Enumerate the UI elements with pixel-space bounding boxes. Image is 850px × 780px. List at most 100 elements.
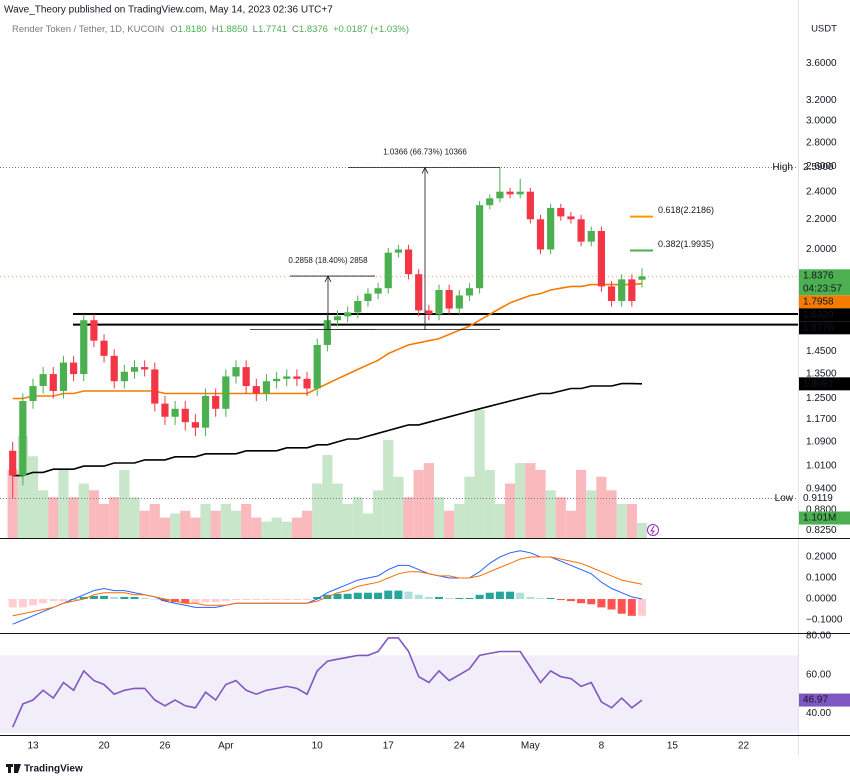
candle-body <box>364 293 372 301</box>
y-tick-label: 1.1700 <box>806 414 837 425</box>
volume-bar <box>636 523 648 538</box>
macd-histogram-bar <box>617 599 626 614</box>
volume-bar <box>322 454 333 538</box>
volume-bar <box>342 503 353 538</box>
x-tick-label: 15 <box>667 741 679 752</box>
footer-logo: TradingView <box>6 764 83 775</box>
moving-average <box>12 282 643 400</box>
ohlc-value: 1.7741 <box>258 24 287 35</box>
y-tick-label: 0.1000 <box>806 573 837 584</box>
candle-body <box>262 381 271 394</box>
candle-body <box>374 288 382 294</box>
candle-body <box>222 376 230 409</box>
volume-bar <box>545 490 556 538</box>
axis-tag-countdown: 04:23:57 <box>803 283 842 294</box>
footer-brand: TradingView <box>24 764 83 775</box>
volume-bar <box>433 497 445 538</box>
x-tick-label: Apr <box>218 741 234 752</box>
macd-histogram-bar <box>374 592 383 600</box>
candle-body <box>506 191 514 195</box>
macd-histogram-bar <box>232 599 240 601</box>
volume-bar <box>464 476 475 538</box>
macd-histogram-bar <box>282 599 291 601</box>
macd-histogram-bar <box>556 599 565 601</box>
measure-head <box>421 166 429 174</box>
candle-body <box>9 450 17 476</box>
candle-body <box>110 355 118 382</box>
volume-bar <box>210 510 221 538</box>
candle-body <box>293 376 301 379</box>
macd-histogram-bar <box>8 599 17 608</box>
macd-line <box>12 550 643 625</box>
macd-histogram-bar <box>221 599 230 602</box>
macd-histogram-bar <box>211 599 220 603</box>
ohlc-value: 1.8850 <box>219 24 248 35</box>
ohlc-key: C <box>292 24 299 35</box>
candle-body <box>70 362 78 375</box>
candle-body <box>435 289 443 315</box>
candle-body <box>242 367 250 387</box>
rsi-line <box>11 637 643 728</box>
macd-histogram-bar <box>414 594 423 600</box>
macd-histogram-bar <box>262 599 271 601</box>
volume-bar <box>565 510 577 538</box>
volume-bar <box>68 497 79 538</box>
y-tick-label: 0.8800 <box>806 504 837 515</box>
y-tick-label: 1.0900 <box>806 437 837 448</box>
macd-histogram-bar <box>89 595 98 600</box>
volume-bar <box>220 503 231 538</box>
volume-bar <box>7 469 18 538</box>
symbol: Render Token / Tether, 1D, KUCOIN <box>12 24 164 35</box>
macd-histogram-bar <box>627 599 636 616</box>
measure-label: 0.2858 (18.40%) 2858 <box>288 256 368 265</box>
volume-bar <box>494 503 505 538</box>
volume-bar <box>555 497 566 538</box>
x-tick-label: 24 <box>454 741 466 752</box>
volume-bar <box>352 497 363 538</box>
volume-bar <box>535 469 546 538</box>
volume-bar <box>139 510 150 538</box>
macd-histogram-bar <box>39 599 48 604</box>
fib-label: 0.618(2.2186) <box>658 205 714 215</box>
macd-histogram-bar <box>587 599 596 605</box>
macd-histogram-bar <box>191 599 200 604</box>
candle-body <box>29 386 37 402</box>
currency: USDT <box>811 24 837 35</box>
candle-body <box>181 408 189 423</box>
macd-histogram-bar <box>455 597 464 600</box>
macd-histogram-bar <box>607 599 616 610</box>
candle-body <box>354 300 362 313</box>
candle-body <box>597 230 605 287</box>
candle-body <box>151 369 159 404</box>
macd-histogram-bar <box>353 592 362 600</box>
volume-bar <box>78 483 89 538</box>
candle-body <box>536 219 545 250</box>
candle-body <box>283 376 291 379</box>
volume-bar <box>454 503 465 538</box>
candle-body <box>476 205 484 289</box>
y-tick-label: 0.2000 <box>806 552 837 563</box>
y-tick-label: 0.0000 <box>806 594 837 605</box>
measure-label: 1.0366 (66.73%) 10366 <box>383 148 467 157</box>
candle-body <box>171 408 179 417</box>
volume-bar <box>48 497 59 538</box>
logo-mark <box>6 764 21 773</box>
macd-histogram-bar <box>404 591 413 600</box>
candle-body <box>567 216 575 220</box>
volume-bar <box>251 517 262 538</box>
change: +0.0187 (+1.03%) <box>333 24 409 35</box>
volume-bar <box>230 510 242 538</box>
macd-histogram-bar <box>445 597 454 600</box>
candle-body <box>59 362 68 391</box>
volume-bar <box>626 503 637 538</box>
candle-body <box>607 286 616 301</box>
volume-bar <box>200 503 211 538</box>
extreme-label: 0.9119 <box>803 493 833 504</box>
volume-bar <box>423 463 434 538</box>
macd-histogram-bar <box>536 597 545 600</box>
y-tick-label: 3.6000 <box>806 58 837 69</box>
candle-body <box>496 191 504 199</box>
candle-body <box>90 320 98 341</box>
